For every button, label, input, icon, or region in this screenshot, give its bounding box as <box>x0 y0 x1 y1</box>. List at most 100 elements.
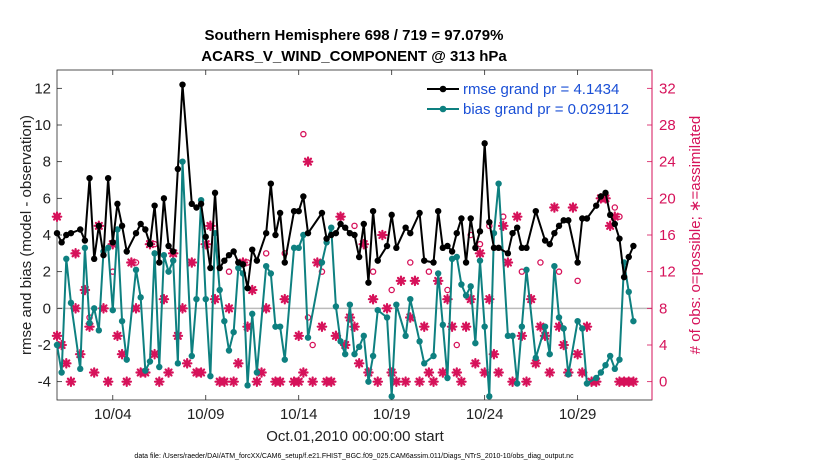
obs-assimilated-marker <box>511 211 523 222</box>
obs-possible-marker <box>188 259 196 266</box>
bias-point <box>160 251 168 259</box>
rmse-point <box>458 215 465 222</box>
bias-point <box>174 360 182 367</box>
obs-assimilated-stroke <box>452 368 461 377</box>
rmse-point <box>476 228 484 235</box>
bias-point <box>53 341 61 349</box>
obs-assimilated-marker <box>474 248 486 259</box>
bias-point <box>439 321 447 329</box>
bias-point <box>351 350 358 358</box>
bias-point <box>458 281 465 288</box>
obs-assimilated-stroke <box>262 304 271 313</box>
rmse-point <box>272 231 279 239</box>
rmse-point <box>486 218 493 226</box>
bias-point <box>597 369 605 376</box>
rmse-point <box>416 209 423 217</box>
obs-assimilated-stroke <box>224 304 234 313</box>
obs-assimilated-stroke <box>71 304 80 313</box>
bias-point <box>346 301 354 308</box>
y-left-tick-label: 10 <box>34 117 51 134</box>
bias-point <box>318 259 326 266</box>
rmse-point <box>188 200 196 208</box>
bias-point <box>95 327 103 334</box>
rmse-point <box>365 279 372 286</box>
bias-point <box>276 323 284 330</box>
obs-possible-marker <box>555 268 563 275</box>
bias-point <box>444 374 451 382</box>
obs-assimilated-stroke <box>229 377 238 386</box>
rmse-point <box>430 259 437 266</box>
obs-assimilated-stroke <box>475 249 485 258</box>
bias-point <box>393 301 400 308</box>
obs-assimilated-marker <box>88 367 100 378</box>
rmse-point <box>597 193 605 200</box>
obs-assimilated-stroke <box>489 350 499 359</box>
rmse-point <box>276 209 284 217</box>
bias-point <box>407 295 414 303</box>
bias-point <box>481 323 488 330</box>
obs-assimilated-marker <box>502 257 514 268</box>
bias-point <box>262 262 270 270</box>
rmse-point <box>495 244 502 252</box>
obs-assimilated-stroke <box>601 194 610 203</box>
bias-point <box>281 356 288 363</box>
rmse-point <box>551 229 558 237</box>
rmse-point <box>374 257 381 264</box>
x-tick-label: 10/19 <box>373 406 411 423</box>
obs-possible-marker <box>300 130 307 138</box>
obs-assimilated-marker <box>293 376 305 387</box>
rmse-point <box>518 244 526 252</box>
bias-point <box>170 257 177 264</box>
obs-assimilated-marker <box>544 367 556 378</box>
obs-assimilated-stroke <box>415 377 424 386</box>
obs-possible-marker <box>351 222 358 230</box>
rmse-point <box>109 239 116 246</box>
obs-possible-marker <box>537 259 544 266</box>
obs-assimilated-stroke <box>127 258 136 267</box>
obs-assimilated-stroke <box>197 368 206 377</box>
bias-point <box>132 266 140 274</box>
bias-point <box>551 262 558 270</box>
rmse-point <box>611 220 619 228</box>
obs-assimilated-marker <box>409 275 421 287</box>
obs-assimilated-marker <box>126 257 137 268</box>
obs-assimilated-marker <box>60 358 72 369</box>
obs-assimilated-stroke <box>327 377 336 386</box>
bias-point <box>244 382 251 389</box>
y-right-tick-label: 4 <box>659 337 667 354</box>
obs-possible-marker <box>72 250 79 257</box>
obs-assimilated-marker <box>149 348 160 360</box>
bias-point <box>583 380 591 387</box>
obs-assimilated-marker <box>470 358 481 369</box>
obs-assimilated-stroke <box>508 377 517 386</box>
bias-point <box>332 303 340 310</box>
bias-point <box>137 294 144 301</box>
obs-possible-marker <box>309 341 316 349</box>
bias-point <box>295 244 302 252</box>
obs-assimilated-marker <box>279 293 291 305</box>
obs-assimilated-stroke <box>578 368 587 377</box>
chart-title-line1: Southern Hemisphere 698 / 719 = 97.079% <box>205 27 504 44</box>
obs-assimilated-stroke <box>545 368 554 377</box>
rmse-point <box>304 229 312 237</box>
rmse-point <box>267 180 275 187</box>
obs-assimilated-marker <box>423 367 435 378</box>
y-left-tick-label: 4 <box>43 227 51 244</box>
obs-assimilated-stroke <box>429 377 438 386</box>
obs-possible-marker <box>425 268 433 275</box>
rmse-point <box>160 195 168 202</box>
obs-assimilated-stroke <box>62 359 71 368</box>
rmse-point <box>332 229 340 237</box>
obs-assimilated-stroke <box>276 377 285 386</box>
bias-point <box>611 365 619 373</box>
obs-assimilated-marker <box>414 376 425 387</box>
bias-point <box>476 257 484 264</box>
y-left-tick-label: 2 <box>43 264 51 281</box>
obs-assimilated-stroke <box>410 276 419 285</box>
obs-possible-marker <box>262 250 270 257</box>
obs-assimilated-stroke <box>66 377 76 386</box>
obs-assimilated-marker <box>428 376 439 387</box>
bias-point <box>616 356 623 363</box>
obs-assimilated-marker <box>70 303 81 314</box>
obs-assimilated-marker <box>451 367 463 378</box>
